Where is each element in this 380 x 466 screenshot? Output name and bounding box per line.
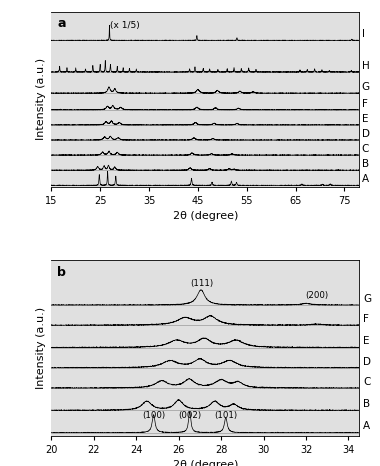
- Text: G: G: [363, 294, 372, 304]
- Text: F: F: [363, 314, 369, 324]
- Text: E: E: [363, 336, 370, 346]
- Text: (002): (002): [178, 411, 201, 420]
- Text: F: F: [361, 99, 367, 109]
- Text: (101): (101): [214, 411, 237, 420]
- Y-axis label: Intensity (a.u.): Intensity (a.u.): [36, 307, 46, 389]
- Text: D: D: [363, 356, 371, 367]
- Text: (x 1/5): (x 1/5): [110, 21, 140, 30]
- Text: C: C: [361, 144, 369, 154]
- Text: D: D: [361, 129, 369, 139]
- Text: B: B: [361, 159, 369, 169]
- Text: b: b: [57, 266, 66, 279]
- Text: I: I: [361, 29, 364, 40]
- Text: E: E: [361, 114, 368, 124]
- X-axis label: 2θ (degree): 2θ (degree): [173, 460, 238, 466]
- Text: B: B: [363, 399, 370, 409]
- Text: A: A: [363, 421, 370, 432]
- Text: C: C: [363, 377, 371, 387]
- Y-axis label: Intensity (a.u.): Intensity (a.u.): [36, 58, 46, 140]
- Text: (200): (200): [305, 291, 328, 300]
- X-axis label: 2θ (degree): 2θ (degree): [173, 212, 238, 221]
- Text: (100): (100): [143, 411, 166, 420]
- Text: (111): (111): [190, 279, 214, 288]
- Text: A: A: [361, 174, 369, 185]
- Text: G: G: [361, 82, 370, 92]
- Text: H: H: [361, 61, 369, 71]
- Text: a: a: [57, 17, 66, 30]
